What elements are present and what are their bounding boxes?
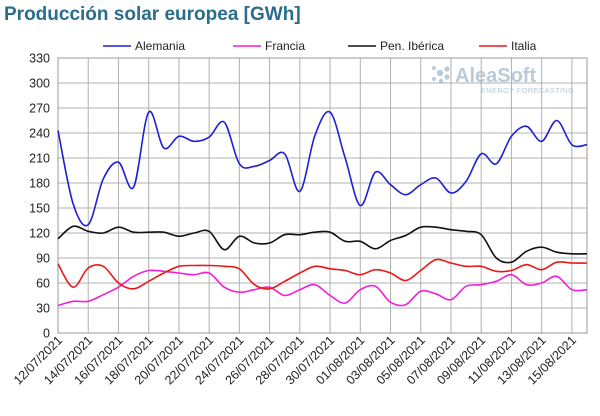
axes: [57, 57, 588, 334]
legend-label-francia: Francia: [265, 39, 305, 53]
y-tick-label: 210: [29, 152, 50, 166]
watermark-tagline: ENERGY FORECASTING: [481, 86, 574, 95]
y-tick-label: 300: [29, 77, 50, 91]
y-tick-label: 150: [29, 202, 50, 216]
y-tick-label: 120: [29, 227, 50, 241]
series-line-francia: [57, 269, 588, 307]
legend-label-alemania: Alemania: [135, 39, 185, 53]
y-tick-label: 270: [29, 102, 50, 116]
y-tick-label: 240: [29, 127, 50, 141]
chart-title: Producción solar europea [GWh]: [4, 4, 301, 25]
plot-frame: [57, 57, 588, 334]
grid: [57, 57, 587, 334]
y-tick-label: 30: [36, 302, 50, 316]
y-tick-label: 180: [29, 177, 50, 191]
series-line-pen-iberica: [57, 225, 588, 264]
series-lines: [57, 110, 588, 307]
y-tick-label: 0: [43, 327, 50, 341]
legend-label-italia: Italia: [511, 39, 537, 53]
aleasoft-watermark: AleaSoft ENERGY FORECASTING: [432, 65, 574, 95]
watermark-brand: AleaSoft: [455, 65, 536, 87]
series-line-italia: [57, 258, 588, 290]
y-tick-label: 60: [36, 277, 50, 291]
y-tick-label: 330: [29, 52, 50, 66]
aleasoft-logo-icon: [432, 66, 450, 84]
legend-label-pen-iberica: Pen. Ibérica: [380, 39, 444, 53]
y-axis-ticks: 0 30 60 90 120 150 180 210 240 270 300 330: [29, 52, 50, 341]
series-line-alemania: [57, 110, 588, 227]
y-tick-label: 90: [36, 252, 50, 266]
legend: Alemania Francia Pen. Ibérica Italia: [103, 39, 537, 53]
x-axis-ticks: 12/07/202114/07/202116/07/202118/07/2021…: [11, 333, 579, 387]
